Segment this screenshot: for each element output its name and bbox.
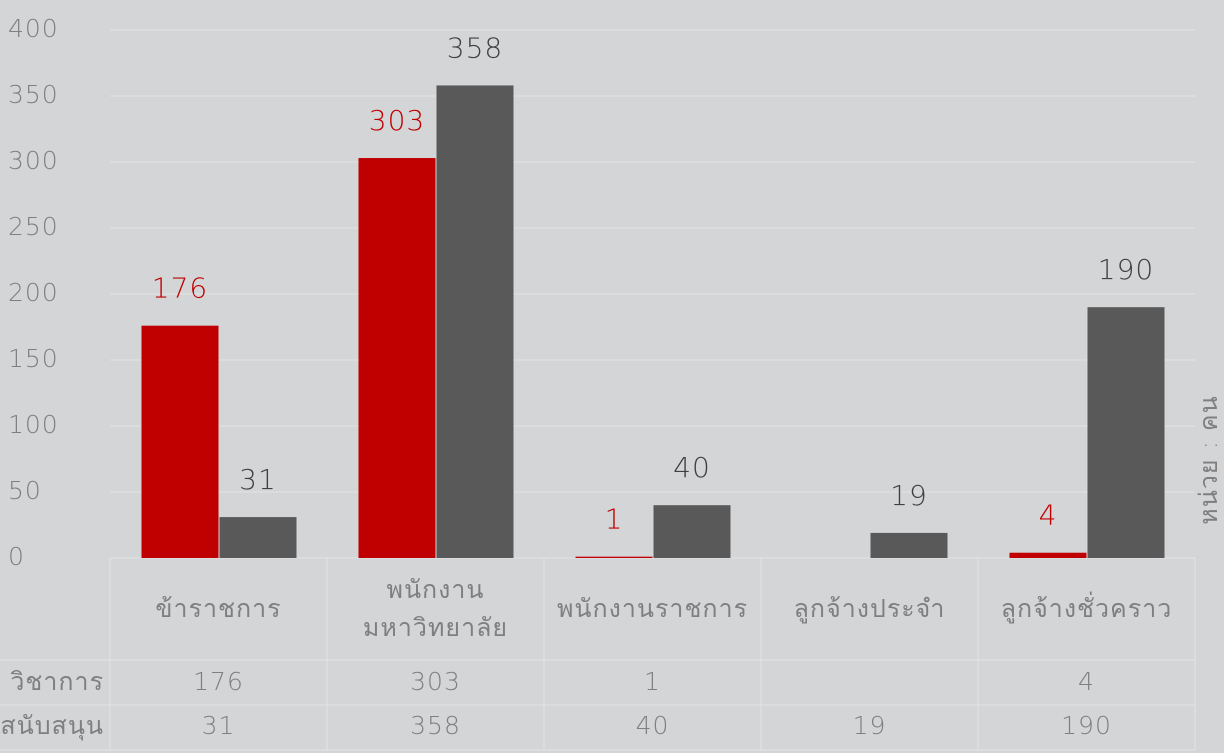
data-label: 358 bbox=[447, 31, 503, 64]
data-label: 190 bbox=[1098, 253, 1154, 286]
table-cell: 19 bbox=[853, 711, 887, 740]
data-label: 303 bbox=[369, 104, 425, 137]
x-tick-label: ข้าราชการ bbox=[155, 594, 281, 623]
bar bbox=[1009, 552, 1087, 558]
table-cell: 190 bbox=[1061, 711, 1112, 740]
y-tick-label: 50 bbox=[8, 476, 42, 505]
x-tick-label: พนักงานราชการ bbox=[557, 594, 748, 623]
table-cell: 4 bbox=[1078, 667, 1095, 696]
y-tick-label: 350 bbox=[8, 80, 59, 109]
data-label: 40 bbox=[673, 451, 711, 484]
x-tick-label: ลูกจ้างชั่วคราว bbox=[1001, 591, 1173, 624]
bar bbox=[1087, 307, 1165, 558]
y-tick-label: 100 bbox=[8, 410, 59, 439]
data-label: 19 bbox=[890, 479, 928, 512]
y-tick-label: 150 bbox=[8, 344, 59, 373]
y-tick-label: 250 bbox=[8, 212, 59, 241]
data-label: 31 bbox=[239, 463, 277, 496]
table-cell: 303 bbox=[410, 667, 461, 696]
table-cell: 1 bbox=[644, 667, 661, 696]
y-tick-label: 400 bbox=[8, 14, 59, 43]
table-cell: 40 bbox=[636, 711, 670, 740]
bar bbox=[219, 517, 297, 558]
bar bbox=[358, 158, 436, 559]
y-axis-label: หน่วย : คน bbox=[1194, 395, 1223, 524]
bar bbox=[653, 505, 731, 558]
table-cell: 31 bbox=[202, 711, 236, 740]
table-cell: 176 bbox=[193, 667, 244, 696]
data-label: 4 bbox=[1039, 499, 1058, 532]
legend-label: วิชาการ bbox=[10, 667, 104, 696]
bar bbox=[141, 325, 219, 558]
x-tick-label: ลูกจ้างประจำ bbox=[794, 594, 946, 624]
data-label: 176 bbox=[152, 272, 208, 305]
bar bbox=[575, 556, 653, 558]
y-tick-label: 300 bbox=[8, 146, 59, 175]
y-tick-label: 0 bbox=[8, 542, 25, 571]
legend-label: สนับสนุน bbox=[0, 711, 104, 741]
bar bbox=[870, 532, 948, 558]
table-cell: 358 bbox=[410, 711, 461, 740]
data-label: 1 bbox=[605, 503, 624, 536]
y-tick-label: 200 bbox=[8, 278, 59, 307]
x-tick-label: พนักงานมหาวิทยาลัย bbox=[363, 575, 508, 642]
bar bbox=[436, 85, 514, 558]
